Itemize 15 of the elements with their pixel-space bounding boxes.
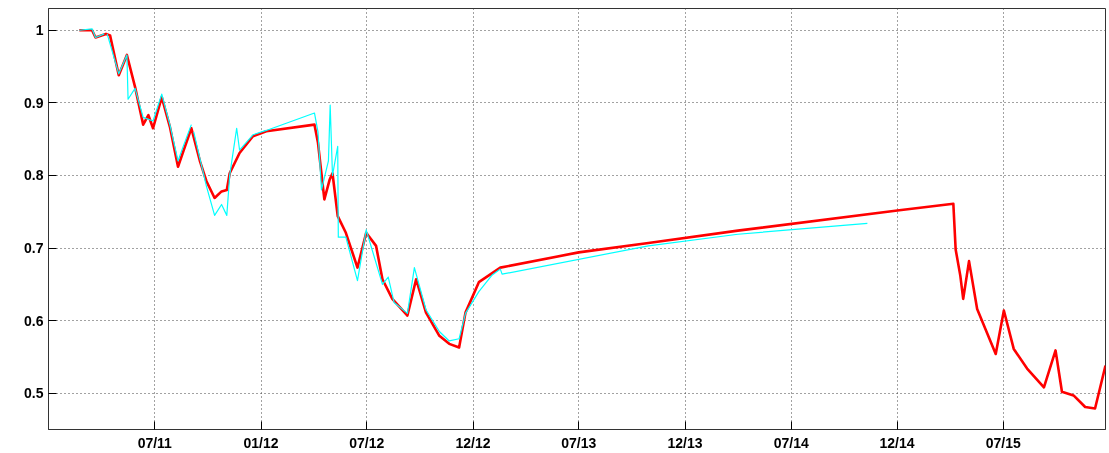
x-tick-label: 07/14	[773, 434, 810, 451]
x-tick-label: 12/14	[879, 434, 915, 451]
x-tick-label: 07/11	[137, 434, 173, 451]
y-tick-label: 1	[35, 22, 44, 39]
x-tick-label: 07/15	[985, 434, 1022, 451]
x-tick-label: 01/12	[243, 434, 279, 451]
x-tick-label: 07/12	[349, 434, 385, 451]
y-tick-label: 0.6	[24, 312, 44, 329]
y-tick-label: 0.9	[24, 94, 44, 111]
y-tick-label: 0.8	[24, 167, 44, 184]
x-tick-label: 07/13	[561, 434, 597, 451]
x-tick-label: 12/13	[667, 434, 703, 451]
y-tick-label: 0.5	[24, 385, 44, 402]
y-tick-label: 0.7	[24, 240, 44, 257]
x-tick-label: 12/12	[455, 434, 491, 451]
